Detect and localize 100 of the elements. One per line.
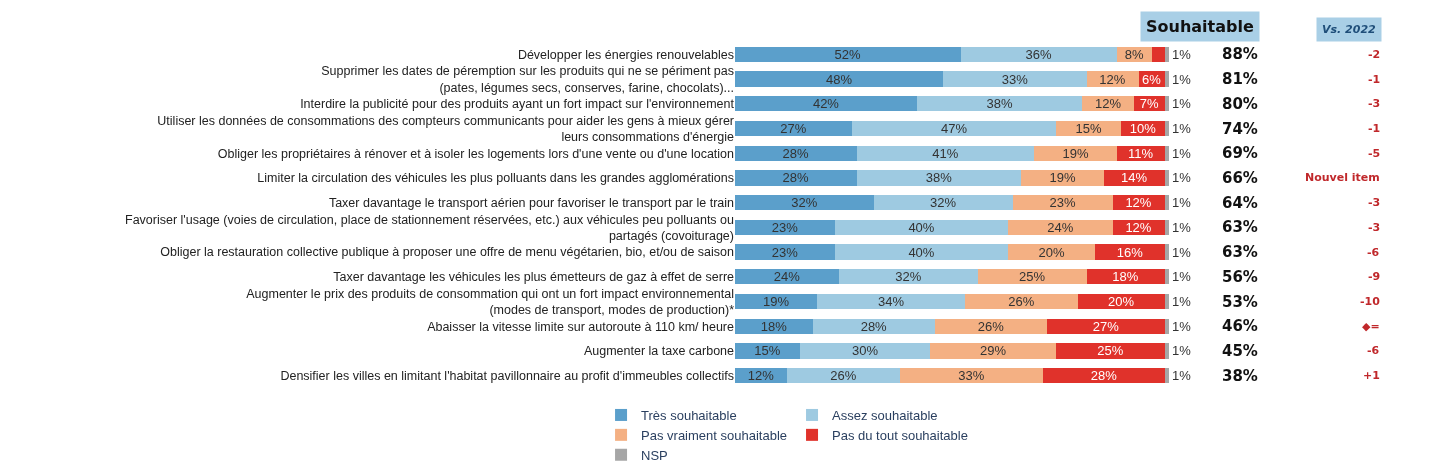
text: -10 bbox=[1360, 295, 1381, 308]
data-label: 12% bbox=[1125, 195, 1152, 211]
data-label: 33% bbox=[1001, 71, 1029, 87]
data-label: 6% bbox=[1142, 71, 1162, 87]
bar bbox=[1043, 367, 1165, 384]
bar bbox=[735, 244, 835, 260]
data-label: 23% bbox=[771, 244, 799, 260]
bar bbox=[1164, 219, 1169, 236]
data-label: 47% bbox=[940, 121, 968, 136]
data-label: 19% bbox=[1062, 145, 1089, 161]
bar bbox=[1164, 120, 1169, 137]
bar bbox=[1164, 244, 1169, 260]
text: -1 bbox=[1368, 73, 1381, 86]
data-label: 1% bbox=[1172, 96, 1192, 112]
data-label: 34% bbox=[878, 294, 905, 309]
bar bbox=[1164, 71, 1169, 87]
bar bbox=[735, 194, 874, 211]
y-tick-label: Augmenter la taxe carbone bbox=[583, 344, 735, 359]
data-label: 27% bbox=[1092, 318, 1120, 334]
text: -9 bbox=[1368, 270, 1381, 283]
data-label: 16% bbox=[1116, 244, 1144, 260]
text: 56% bbox=[1222, 268, 1258, 286]
data-label: 29% bbox=[980, 343, 1007, 359]
bar bbox=[856, 145, 1035, 161]
bar bbox=[978, 269, 1087, 285]
data-label: 7% bbox=[1139, 96, 1160, 112]
bar bbox=[735, 145, 857, 161]
data-label: 12% bbox=[1125, 219, 1152, 235]
bar bbox=[839, 269, 979, 285]
data-label: 14% bbox=[1121, 170, 1148, 186]
data-label: 1% bbox=[1172, 121, 1192, 136]
data-label: 26% bbox=[977, 318, 1005, 334]
data-label: 12% bbox=[747, 368, 775, 384]
bar bbox=[1056, 343, 1165, 359]
text: -1 bbox=[1368, 122, 1381, 135]
data-label: 1% bbox=[1172, 145, 1192, 161]
bar bbox=[873, 194, 1013, 211]
legend-label: Très souhaitable bbox=[641, 408, 737, 424]
legend-label: NSP bbox=[641, 447, 668, 463]
bar bbox=[1164, 170, 1169, 186]
data-label: 48% bbox=[825, 71, 853, 87]
data-label: 10% bbox=[1129, 121, 1157, 136]
bar bbox=[856, 170, 1022, 186]
data-label: 18% bbox=[760, 318, 788, 334]
bar bbox=[1164, 269, 1169, 285]
bar bbox=[735, 46, 961, 63]
text: 53% bbox=[1222, 293, 1258, 311]
bar bbox=[1164, 343, 1169, 359]
data-label: 11% bbox=[1128, 145, 1154, 161]
text: -5 bbox=[1368, 147, 1381, 160]
data-label: 33% bbox=[958, 368, 985, 384]
data-label: 8% bbox=[1124, 46, 1144, 62]
legend-label: Pas du tout souhaitable bbox=[832, 427, 968, 443]
text: -2 bbox=[1368, 48, 1381, 61]
data-label: 1% bbox=[1172, 244, 1192, 260]
bar bbox=[1164, 145, 1169, 161]
data-label: 1% bbox=[1172, 368, 1192, 384]
data-label: 23% bbox=[771, 219, 799, 235]
data-label: 12% bbox=[1095, 96, 1122, 112]
data-label: 32% bbox=[895, 269, 922, 285]
data-label: 1% bbox=[1172, 71, 1192, 87]
bar bbox=[1008, 244, 1096, 260]
data-label: 42% bbox=[812, 96, 840, 112]
text: +1 bbox=[1363, 369, 1380, 382]
y-tick-label: Taxer davantage les véhicules les plus émetteurs de gaz à effet de serre bbox=[333, 270, 735, 285]
y-tick-label: Interdire la publicité pour des produits ayant un fort impact sur l'environnement bbox=[300, 97, 735, 112]
bar bbox=[1103, 170, 1165, 186]
text: 63% bbox=[1222, 218, 1258, 236]
bar bbox=[930, 343, 1057, 359]
bar bbox=[852, 120, 1057, 137]
bar bbox=[1021, 170, 1104, 186]
data-label: 32% bbox=[930, 195, 957, 211]
text: Vs. 2022 bbox=[1322, 23, 1377, 36]
text: 88% bbox=[1222, 45, 1258, 63]
text: Nouvel item bbox=[1305, 171, 1380, 184]
data-label: 19% bbox=[1049, 170, 1076, 186]
bar bbox=[735, 120, 853, 137]
data-label: 25% bbox=[1097, 343, 1124, 359]
data-label: 26% bbox=[1008, 294, 1035, 309]
data-label: 1% bbox=[1172, 195, 1192, 211]
bar bbox=[1164, 46, 1169, 63]
bar bbox=[735, 71, 944, 87]
y-tick-label: Obliger les propriétaires à rénover et à isoler les logements lors d'une vente ou d'une location bbox=[217, 146, 735, 161]
text: 38% bbox=[1222, 367, 1258, 385]
bar bbox=[1095, 244, 1165, 260]
data-label: 15% bbox=[754, 343, 781, 359]
data-label: 20% bbox=[1038, 244, 1066, 260]
data-label: 1% bbox=[1172, 294, 1192, 309]
text: 66% bbox=[1222, 169, 1258, 187]
text: 80% bbox=[1222, 95, 1258, 113]
text: -6 bbox=[1367, 344, 1380, 357]
data-label: 12% bbox=[1099, 71, 1126, 87]
y-tick-label: Limiter la circulation des véhicules les plus polluants dans les grandes agglomérations bbox=[257, 171, 734, 186]
y-tick-label: Taxer davantage le transport aérien pour favoriser le transport par le train bbox=[328, 196, 735, 211]
data-label: 20% bbox=[1108, 294, 1135, 309]
data-label: 32% bbox=[791, 195, 818, 211]
bar bbox=[1164, 293, 1169, 310]
bar bbox=[813, 318, 935, 334]
data-label: 28% bbox=[860, 318, 888, 334]
bar bbox=[899, 367, 1044, 384]
